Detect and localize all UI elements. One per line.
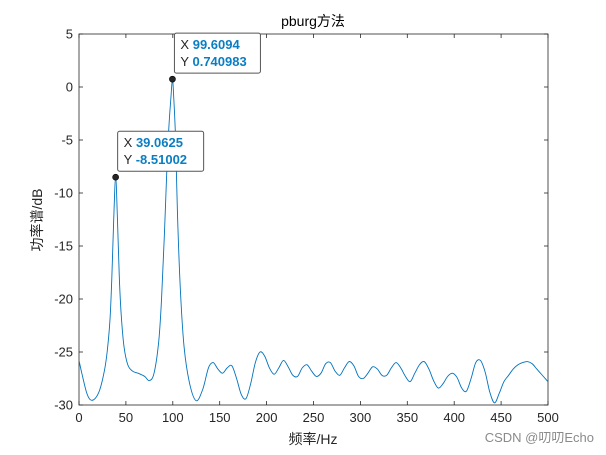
datatip-box <box>173 32 261 74</box>
datatip-y-key: Y <box>124 152 136 167</box>
y-axis-label: 功率谱/dB <box>29 188 45 251</box>
watermark: CSDN @叨叨Echo <box>485 430 594 445</box>
x-axis-label: 频率/Hz <box>289 431 338 447</box>
series-line-0 <box>79 78 548 404</box>
datatip-marker[interactable] <box>169 75 176 83</box>
x-tick-label: 400 <box>443 410 465 425</box>
x-tick-label: 300 <box>350 410 372 425</box>
datatip-y-value: 0.740983 <box>192 54 246 69</box>
datatip-y-value: -8.51002 <box>136 152 187 167</box>
x-tick-label: 250 <box>303 410 325 425</box>
y-tick-label: -10 <box>54 186 73 201</box>
y-tick-label: -5 <box>61 133 73 148</box>
datatip-y-key: Y <box>180 54 192 69</box>
x-tick-label: 500 <box>537 410 559 425</box>
datatip-marker[interactable] <box>112 173 119 181</box>
axis-ticks: 0 50 100 150 200 250 300 350 400 450 50050-5-10-15… <box>54 27 559 426</box>
datatip-x-row: X 39.0625 <box>124 135 183 150</box>
datatip-x-row: X 99.6094 <box>180 37 240 52</box>
x-tick-label: 200 <box>256 410 278 425</box>
y-tick-label: -15 <box>54 239 73 254</box>
datatip-box <box>117 130 205 172</box>
y-tick-label: -25 <box>54 345 73 360</box>
series-layer <box>79 78 548 404</box>
y-tick-label: -20 <box>54 292 73 307</box>
datatip-y-row: Y 0.740983 <box>180 54 246 69</box>
datatip-x-value: 99.6094 <box>193 37 241 52</box>
datatip-x-value: 39.0625 <box>136 135 183 150</box>
x-tick-label: 0 <box>75 410 82 425</box>
datatip-y-row: Y -8.51002 <box>124 152 187 167</box>
x-tick-label: 350 <box>396 410 418 425</box>
datatip-x-key: X <box>124 135 136 150</box>
y-tick-label: 0 <box>66 80 73 95</box>
plot-area <box>78 33 549 406</box>
x-tick-label: 150 <box>209 410 231 425</box>
chart-title: pburg方法 <box>281 13 345 29</box>
y-tick-label: -30 <box>54 398 73 413</box>
x-tick-label: 50 <box>119 410 133 425</box>
x-tick-label: 100 <box>162 410 184 425</box>
y-tick-label: 5 <box>66 27 73 42</box>
x-tick-label: 450 <box>490 410 512 425</box>
datatip-x-key: X <box>180 37 192 52</box>
